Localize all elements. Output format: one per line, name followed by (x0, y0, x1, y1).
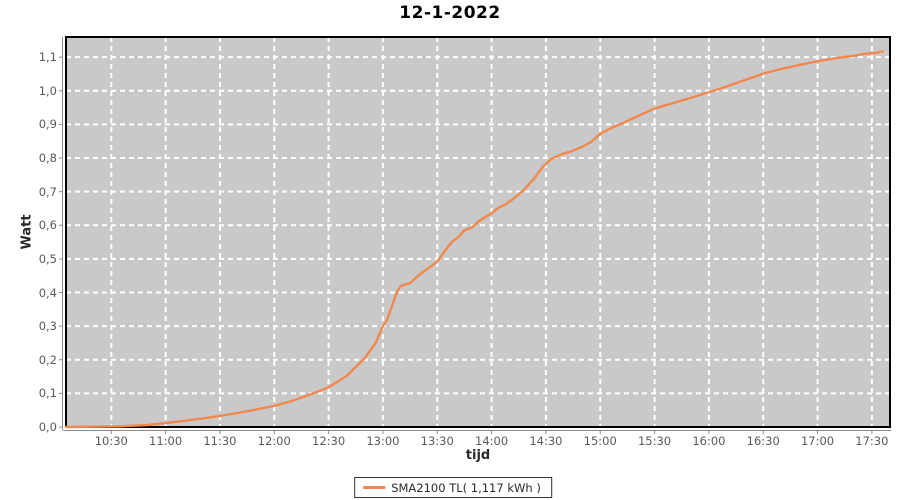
x-tick-label: 17:30 (855, 434, 889, 448)
x-tick-label: 11:00 (149, 434, 183, 448)
y-tick-label: 1,1 (38, 50, 57, 65)
y-tick-label: 0,3 (38, 319, 57, 334)
y-tick-label: 0,5 (38, 251, 57, 266)
x-tick-label: 15:00 (583, 434, 617, 448)
x-tick-label: 13:30 (420, 434, 454, 448)
x-tick-label: 14:00 (475, 434, 509, 448)
y-axis-title: Watt (19, 214, 35, 250)
plot-border (65, 36, 891, 428)
y-tick-label: 0,1 (38, 386, 57, 401)
y-tick-label: 0,7 (38, 184, 57, 199)
legend-series-label: SMA2100 TL( 1,117 kWh ) (391, 480, 541, 495)
x-tick-label: 16:30 (746, 434, 780, 448)
legend-series-swatch (363, 486, 386, 489)
chart-title: 12-1-2022 (399, 3, 501, 23)
x-tick-label: 10:30 (94, 434, 128, 448)
series-line (64, 50, 884, 429)
x-axis-title: tijd (465, 448, 491, 463)
y-tick-label: 1,0 (38, 83, 57, 98)
y-tick-label: 0,0 (38, 420, 57, 434)
x-tick-label: 13:00 (366, 434, 400, 448)
x-tick-label: 12:00 (257, 434, 291, 448)
y-tick-label: 0,9 (38, 117, 57, 132)
y-tick-label: 0,4 (38, 285, 57, 300)
legend: SMA2100 TL( 1,117 kWh ) (354, 477, 552, 498)
x-tick-label: 17:00 (800, 434, 835, 448)
y-tick-label: 0,2 (38, 352, 57, 367)
y-tick-label: 0,6 (38, 218, 57, 233)
x-tick-label: 15:30 (637, 434, 672, 448)
x-tick-label: 12:30 (312, 434, 346, 448)
x-tick-label: 11:30 (203, 434, 237, 448)
plot-background (66, 37, 890, 427)
x-tick-label: 16:00 (692, 434, 726, 448)
y-tick-label: 0,8 (38, 151, 57, 166)
chart-canvas (59, 36, 891, 434)
x-tick-label: 14:30 (529, 434, 563, 448)
